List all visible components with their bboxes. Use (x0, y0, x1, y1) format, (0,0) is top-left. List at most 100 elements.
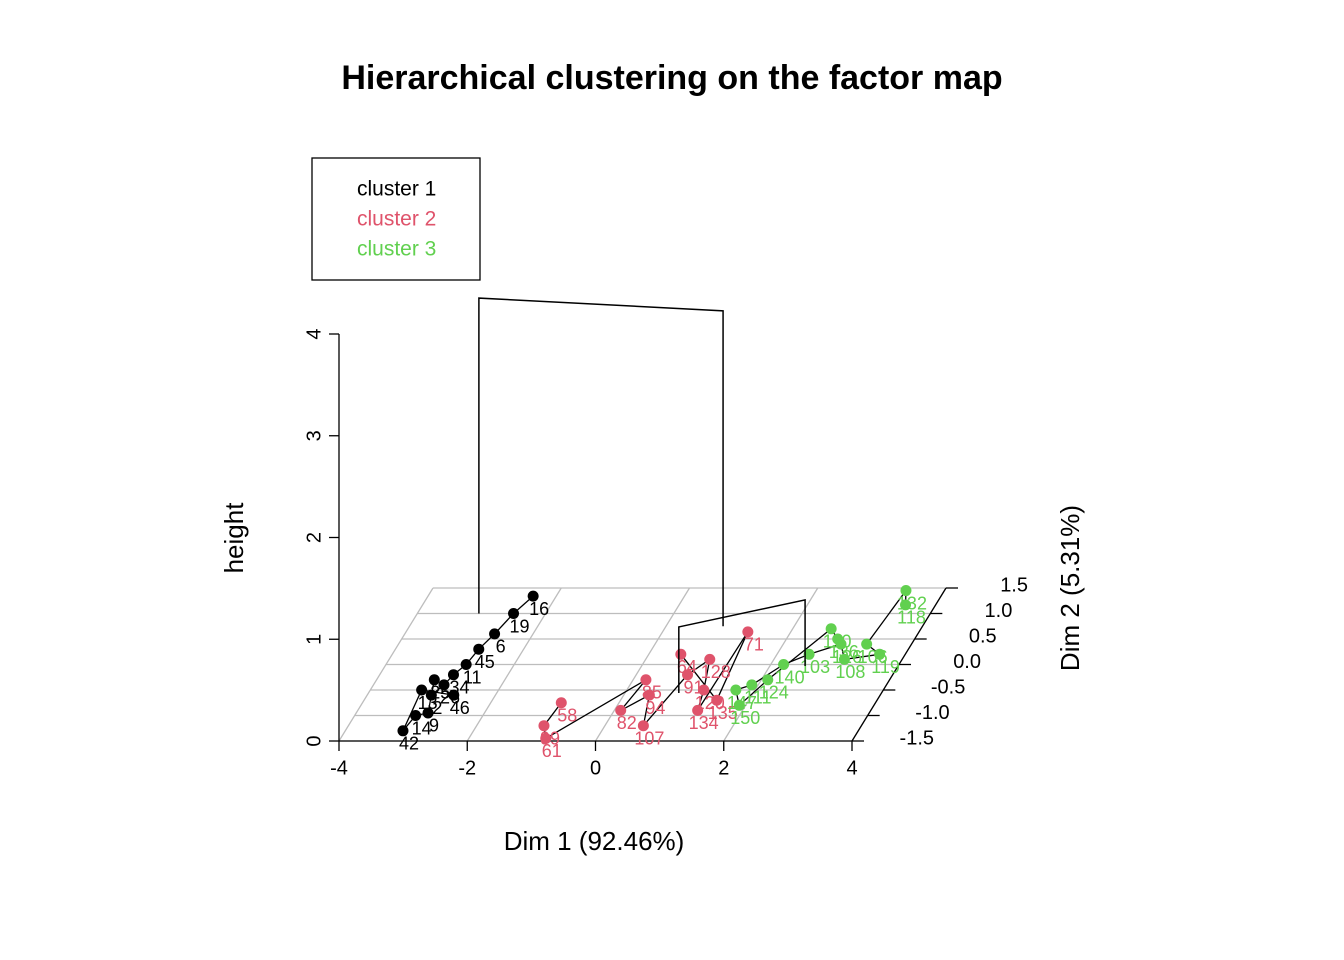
point-label: 94 (645, 698, 665, 718)
tree-link (808, 643, 842, 655)
point-label: 42 (399, 734, 419, 754)
point (438, 679, 450, 691)
point (422, 707, 434, 719)
point-label: 46 (450, 698, 470, 718)
y-tick-label: 1.5 (1000, 574, 1028, 596)
point-label: 61 (542, 741, 562, 761)
point (410, 710, 422, 721)
point (428, 674, 440, 686)
point-label: 103 (800, 657, 830, 677)
point (416, 684, 428, 696)
point-label: 13 (418, 693, 438, 713)
point-label: 11 (463, 667, 482, 687)
point-label: 136 (829, 642, 859, 662)
tree-link (866, 590, 907, 645)
x-tick-label: 4 (846, 757, 857, 779)
point-label: 126 (832, 647, 862, 667)
point (640, 674, 652, 686)
point-label: 45 (475, 652, 495, 672)
point-label: 119 (871, 657, 900, 677)
x-tick-label: 0 (590, 757, 601, 779)
y-tick-label: 1.0 (985, 600, 1013, 622)
point-label: 150 (730, 708, 760, 728)
point (742, 626, 754, 638)
point-label: 6 (496, 637, 506, 657)
point (489, 628, 501, 640)
point (397, 725, 409, 737)
z-tick-label: 1 (303, 634, 325, 645)
z-axis-label: height (219, 502, 249, 574)
point-label: 64 (677, 657, 697, 677)
point-label: 108 (835, 662, 865, 682)
tree-link (620, 679, 647, 711)
point (682, 669, 694, 681)
x-axis-label: Dim 1 (92.46%) (504, 826, 685, 856)
point-label: 2 (432, 698, 442, 718)
y-tick-label: -1.0 (915, 702, 949, 724)
point (733, 699, 745, 711)
legend-box (311, 157, 481, 281)
point-label: 134 (689, 713, 719, 733)
point-label: 16 (529, 599, 549, 619)
tree-link (402, 689, 423, 732)
point (698, 684, 710, 696)
z-tick-label: 4 (303, 328, 325, 339)
y-tick-label: 0.0 (953, 651, 981, 673)
y-tick-label: 0.5 (969, 625, 997, 647)
legend-label: cluster 1 (357, 178, 436, 201)
point (692, 704, 704, 716)
y-tick-label: -1.5 (900, 727, 934, 749)
point (711, 694, 723, 706)
point (832, 633, 844, 645)
merge (478, 297, 724, 627)
point (448, 689, 460, 701)
point (746, 679, 758, 691)
tree-link (545, 679, 647, 740)
point (762, 674, 774, 686)
legend-label: cluster 2 (357, 208, 436, 231)
point (704, 653, 716, 665)
tree-link (680, 653, 718, 701)
tree-link (844, 653, 880, 661)
z-tick-label: 0 (303, 735, 325, 746)
tree-link (738, 679, 769, 706)
point (637, 720, 649, 732)
point-label: 14 (412, 718, 432, 738)
point (540, 732, 552, 744)
point (555, 697, 567, 709)
point (508, 608, 520, 619)
point-label: 124 (759, 683, 789, 703)
point-label: 25 (430, 683, 450, 703)
point (615, 704, 627, 716)
point-label: 107 (634, 728, 664, 748)
point (838, 653, 850, 665)
x-tick-label: -4 (330, 757, 348, 779)
point (803, 648, 815, 660)
point-label: 135 (708, 703, 738, 723)
point-label: 82 (617, 713, 637, 733)
point (900, 585, 912, 597)
point (473, 643, 485, 655)
legend-label: cluster 3 (357, 238, 436, 261)
point-label: 58 (557, 706, 577, 726)
merge (678, 598, 806, 694)
point-label: 128 (701, 662, 731, 682)
x-tick-label: -2 (458, 757, 476, 779)
x-tick-label: 2 (718, 757, 729, 779)
point-label: 132 (897, 593, 927, 613)
point-label: 19 (510, 616, 530, 636)
point (447, 669, 459, 681)
point-label: 91 (684, 677, 704, 697)
tree-link (642, 674, 689, 727)
point (874, 648, 886, 660)
point (861, 638, 873, 650)
point (730, 684, 742, 696)
point (643, 689, 655, 701)
point (538, 720, 550, 732)
point-label: 140 (775, 667, 805, 687)
point (900, 599, 912, 611)
point (778, 659, 790, 670)
point-label: 111 (744, 688, 771, 708)
point-label: 71 (744, 635, 764, 655)
